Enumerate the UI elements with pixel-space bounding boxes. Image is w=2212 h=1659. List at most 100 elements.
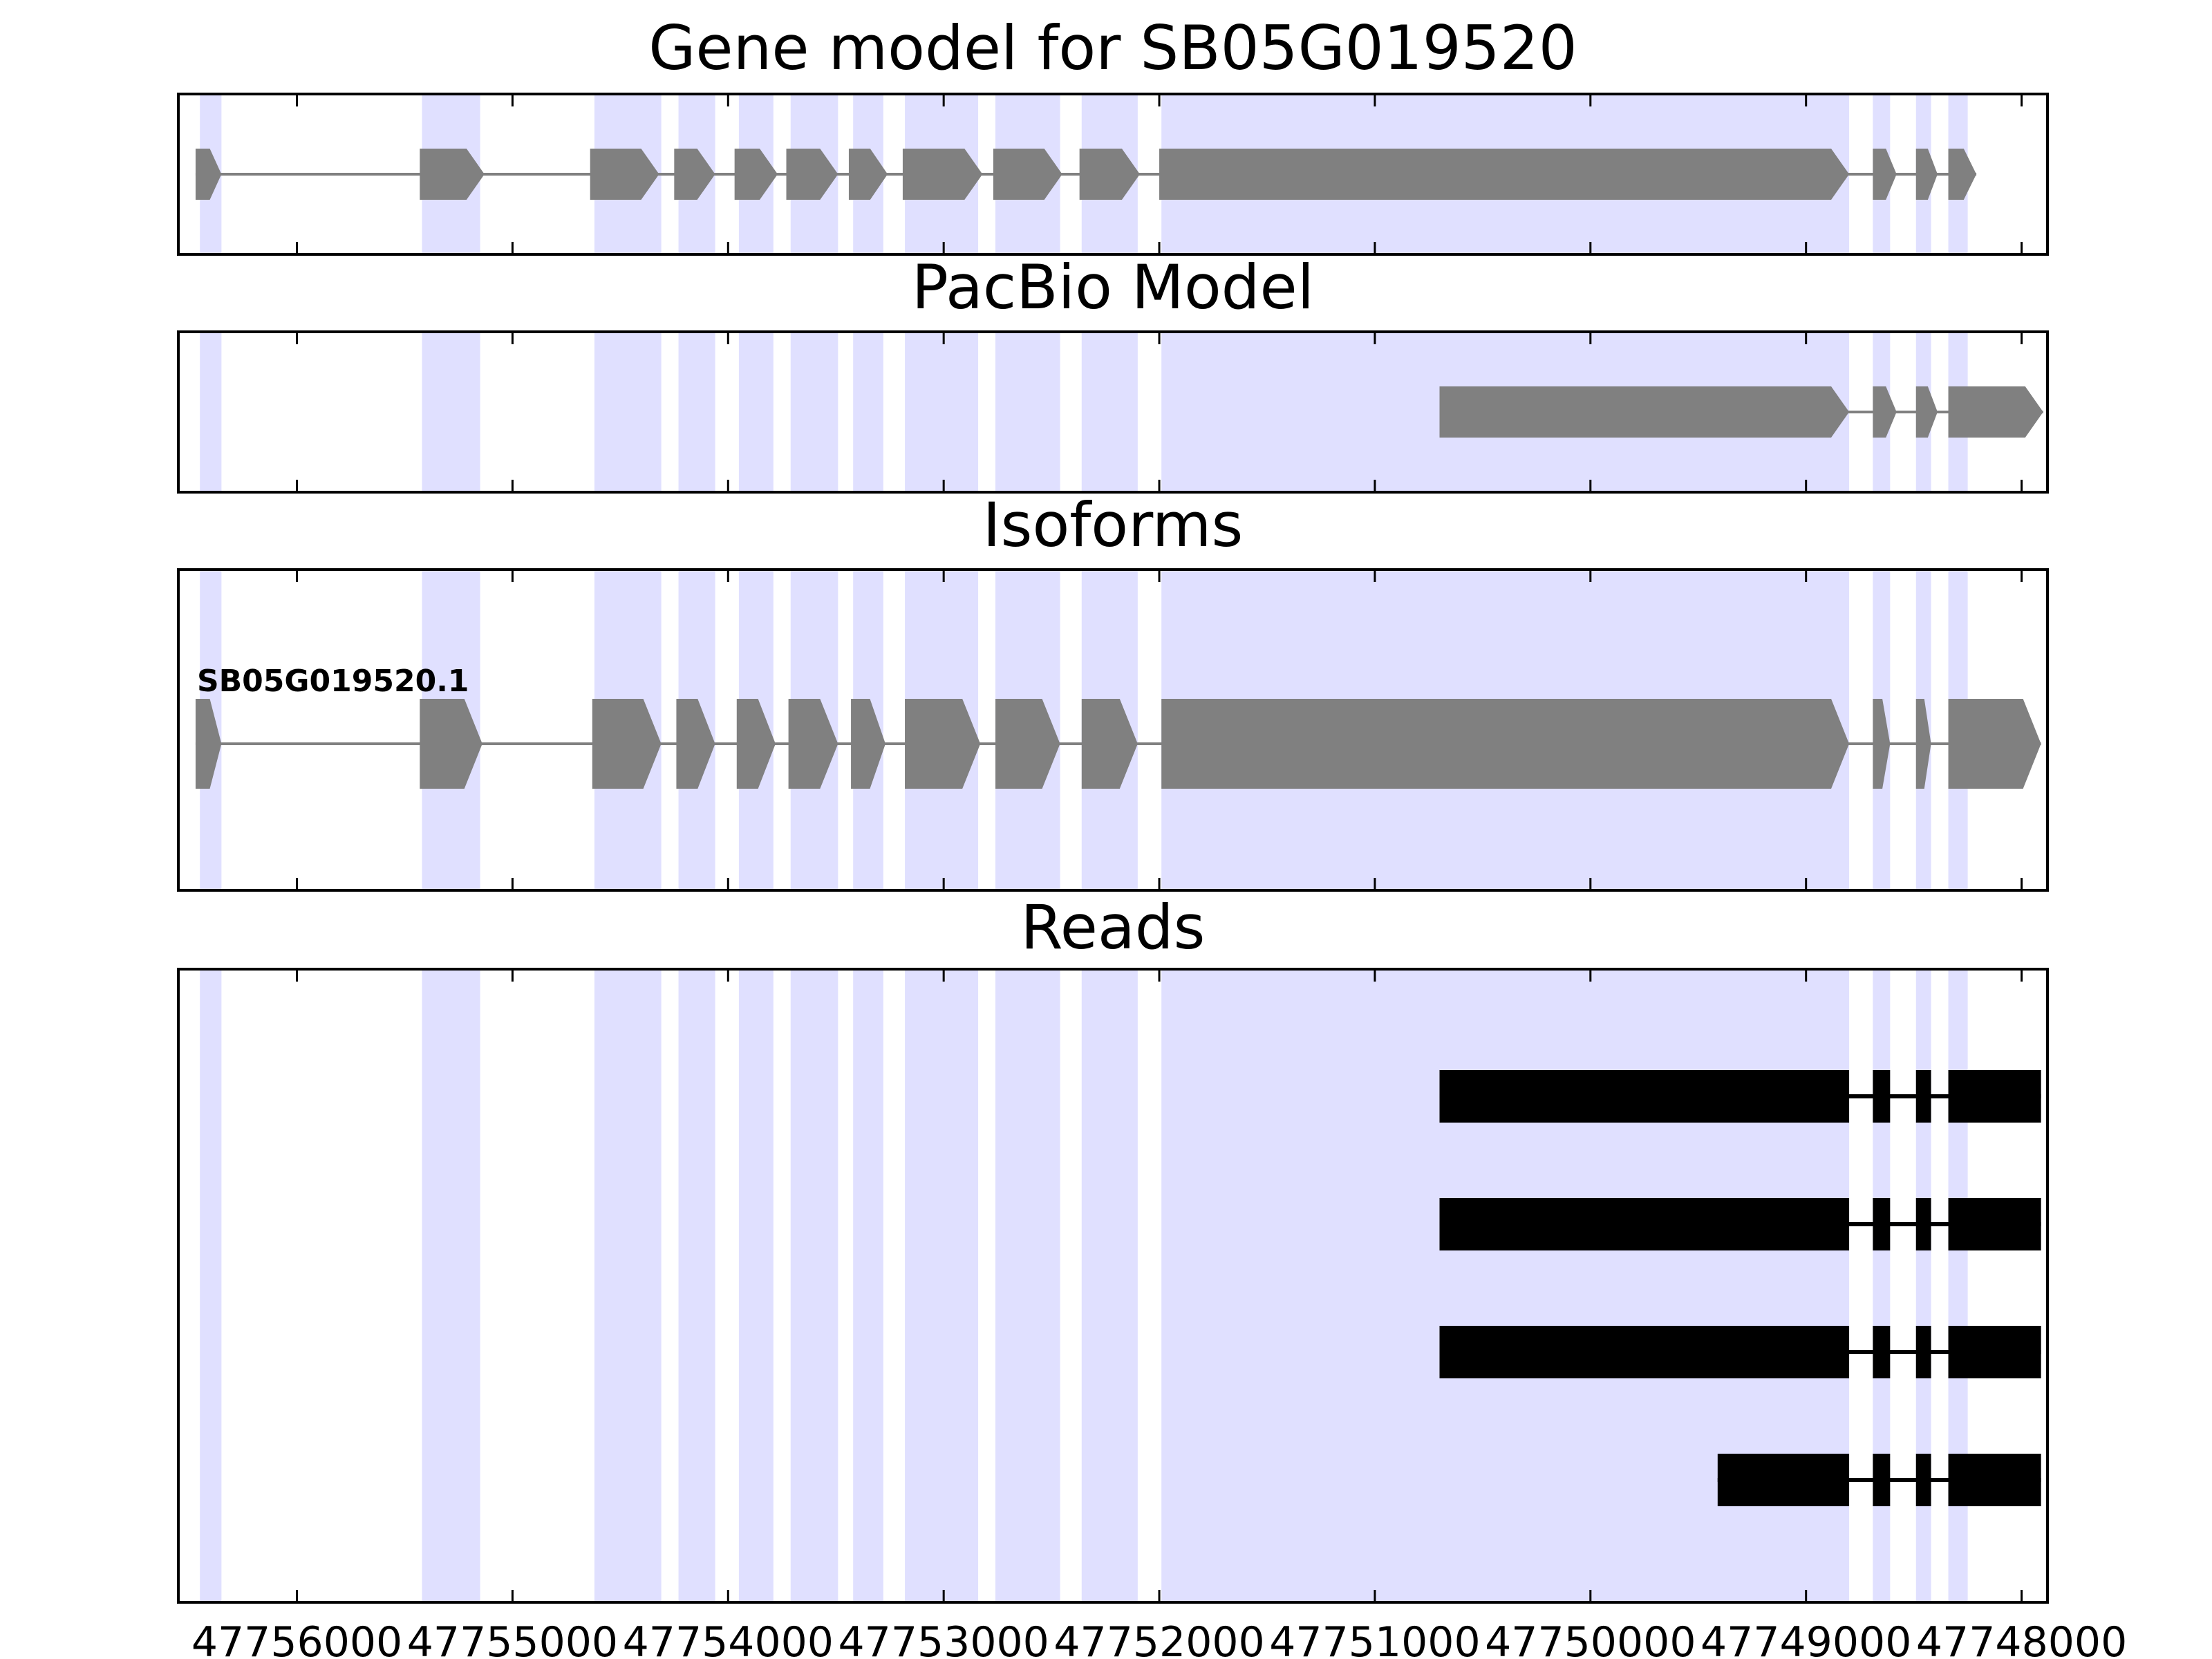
exon-arrow xyxy=(1873,149,1897,200)
highlight-bands xyxy=(200,969,1968,1602)
exon-arrow xyxy=(905,699,981,789)
highlight-band xyxy=(1081,969,1138,1602)
highlight-band xyxy=(594,969,662,1602)
exon-arrow xyxy=(674,149,715,200)
x-tick-label: 47754000 xyxy=(623,1618,834,1659)
panel-1: PacBio Model xyxy=(177,252,2049,494)
exon-block xyxy=(1915,1070,1931,1123)
feature-0 xyxy=(1439,386,2043,438)
exon-arrow xyxy=(848,149,888,200)
exon-block xyxy=(1439,1198,1850,1250)
panel-title: Gene model for SB05G019520 xyxy=(648,12,1577,84)
exon-arrow xyxy=(676,699,715,789)
exon-arrow xyxy=(1081,699,1138,789)
exon-arrow xyxy=(590,149,659,200)
exon-block xyxy=(1915,1454,1931,1506)
exon-block xyxy=(1873,1454,1891,1506)
highlight-band xyxy=(738,969,774,1602)
panel-title: PacBio Model xyxy=(912,252,1314,323)
x-tick-label: 47756000 xyxy=(191,1618,402,1659)
exon-arrow xyxy=(420,149,485,200)
exon-arrow xyxy=(195,149,222,200)
ticks xyxy=(296,332,2023,492)
highlight-band xyxy=(1873,969,1891,1602)
highlight-band xyxy=(678,332,715,492)
exon-arrow xyxy=(592,699,662,789)
exon-arrow xyxy=(1948,149,1977,200)
highlight-band xyxy=(1081,332,1138,492)
highlight-band xyxy=(905,969,979,1602)
highlight-band xyxy=(853,969,883,1602)
exon-arrow xyxy=(1079,149,1140,200)
highlight-band xyxy=(790,332,838,492)
panel-title: Isoforms xyxy=(983,489,1244,561)
highlight-band xyxy=(853,332,883,492)
isoform-label: SB05G019520.1 xyxy=(197,664,469,699)
exon-block xyxy=(1439,1070,1850,1123)
exon-arrow xyxy=(851,699,885,789)
exon-arrow xyxy=(995,699,1060,789)
axes-frame xyxy=(177,968,2049,1604)
x-tick-label: 47748000 xyxy=(1916,1618,2127,1659)
exon-block xyxy=(1948,1198,2041,1250)
highlight-band xyxy=(422,969,480,1602)
highlight-bands xyxy=(200,332,1968,492)
x-tick-label: 47755000 xyxy=(407,1618,618,1659)
exon-block xyxy=(1873,1326,1891,1378)
exon-arrow xyxy=(993,149,1062,200)
exon-block xyxy=(1717,1454,1850,1506)
exon-arrow xyxy=(1948,699,2041,789)
highlight-band xyxy=(995,969,1060,1602)
exon-block xyxy=(1873,1070,1891,1123)
highlight-band xyxy=(738,332,774,492)
exon-block xyxy=(1948,1326,2041,1378)
axes-frame xyxy=(177,93,2049,256)
panel-0: Gene model for SB05G019520 xyxy=(177,12,2049,256)
exon-arrow xyxy=(736,699,776,789)
exon-arrow xyxy=(1948,386,2043,438)
exon-block xyxy=(1948,1454,2041,1506)
ticks xyxy=(296,94,2023,254)
feature-3 xyxy=(1717,1454,2041,1506)
x-tick-label: 47750000 xyxy=(1485,1618,1696,1659)
axes-frame xyxy=(177,330,2049,494)
feature-0: SB05G019520.1 xyxy=(195,664,2041,789)
ticks xyxy=(296,969,2023,1602)
panel-3: Reads xyxy=(177,892,2049,1604)
x-tick-label: 47749000 xyxy=(1700,1618,1911,1659)
highlight-band xyxy=(200,969,222,1602)
highlight-band xyxy=(995,332,1060,492)
exon-block xyxy=(1915,1326,1931,1378)
exon-arrow xyxy=(734,149,778,200)
panel-2: Isoforms SB05G019520.1 xyxy=(177,489,2049,892)
exon-arrow xyxy=(195,699,222,789)
highlight-band xyxy=(422,332,480,492)
exon-block xyxy=(1439,1326,1850,1378)
x-tick-label: 47753000 xyxy=(838,1618,1049,1659)
exon-block xyxy=(1873,1198,1891,1250)
exon-arrow xyxy=(1159,149,1850,200)
ticks xyxy=(296,570,2023,890)
exon-block xyxy=(1948,1070,2041,1123)
exon-arrow xyxy=(420,699,482,789)
highlight-band xyxy=(594,332,662,492)
highlight-band xyxy=(1161,969,1850,1602)
exon-arrow xyxy=(1439,386,1850,438)
axes-frame xyxy=(177,568,2049,892)
x-tick-labels: 47756000 47755000 47754000 47753000 47752000… xyxy=(191,1618,2127,1659)
highlight-band xyxy=(1915,969,1931,1602)
feature-0 xyxy=(195,149,1977,200)
exon-block xyxy=(1915,1198,1931,1250)
highlight-band xyxy=(905,332,979,492)
exon-arrow xyxy=(786,149,838,200)
x-tick-label: 47752000 xyxy=(1053,1618,1264,1659)
panel-title: Reads xyxy=(1021,892,1206,963)
exon-arrow xyxy=(902,149,983,200)
exon-arrow xyxy=(1915,149,1938,200)
feature-2 xyxy=(1439,1326,2041,1378)
highlight-band xyxy=(790,969,838,1602)
exon-arrow xyxy=(1161,699,1850,789)
highlight-band xyxy=(200,332,222,492)
x-tick-label: 47751000 xyxy=(1269,1618,1480,1659)
